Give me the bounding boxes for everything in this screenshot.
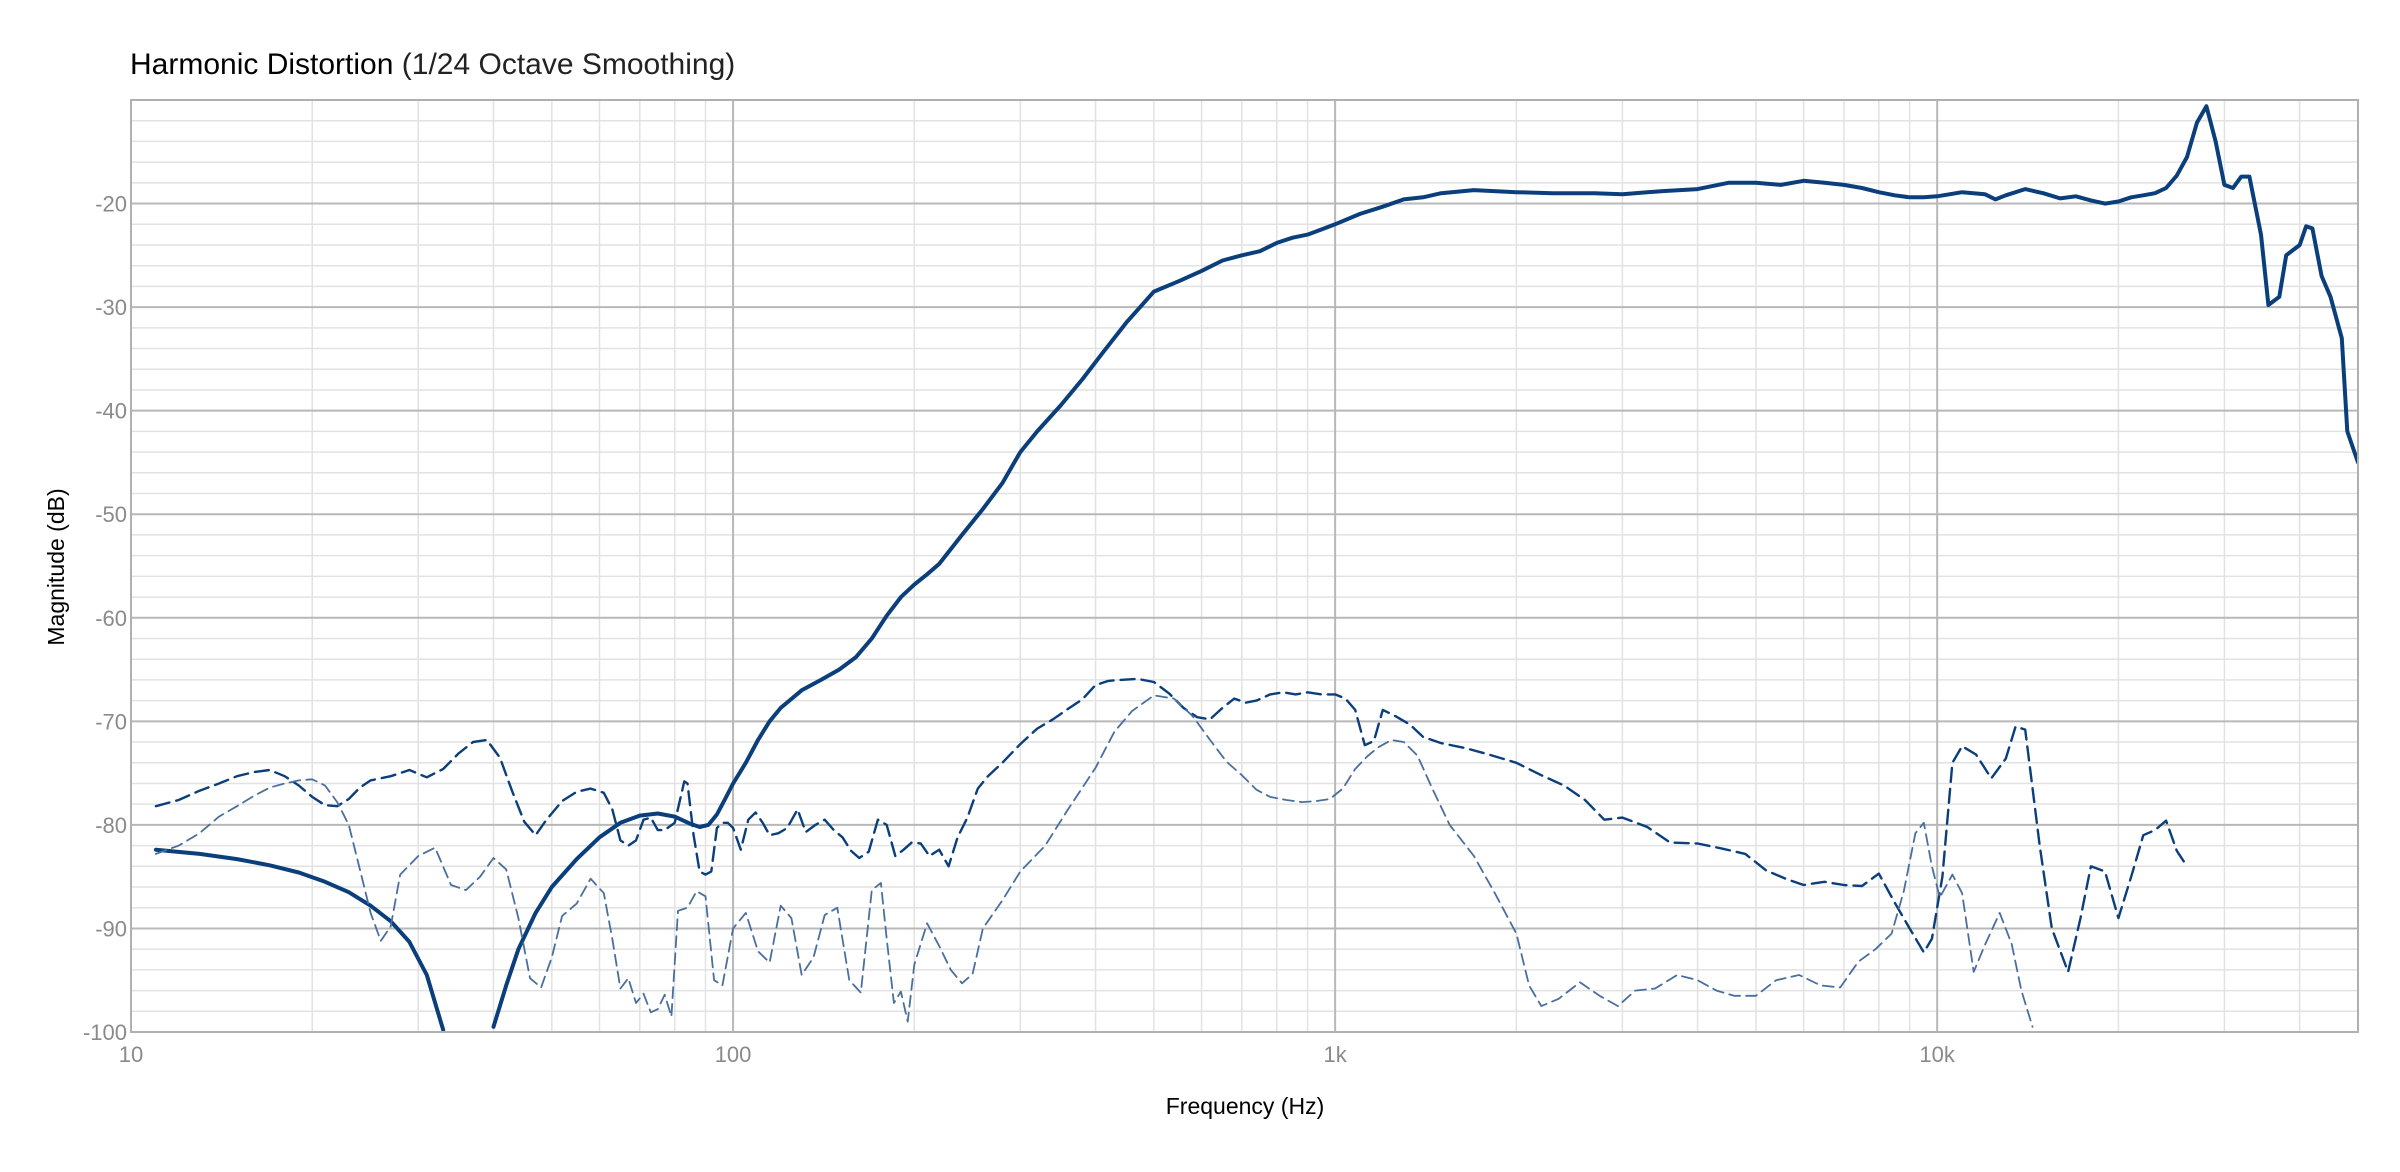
y-tick-labels: -20 -30 -40 -50 -60 -70 -80 -90 -100 (83, 192, 127, 1045)
y-tick-label: -20 (95, 192, 127, 217)
y-tick-label: -30 (95, 295, 127, 320)
x-tick-label: 100 (715, 1042, 752, 1067)
x-tick-label: 1k (1323, 1042, 1347, 1067)
y-tick-label: -70 (95, 709, 127, 734)
y-tick-label: -40 (95, 399, 127, 424)
y-tick-label: -100 (83, 1020, 127, 1045)
series-line-solid-thick-1 (491, 104, 2358, 1029)
y-tick-label: -90 (95, 916, 127, 941)
grid-layer (130, 99, 2359, 1033)
x-tick-label: 10 (119, 1042, 143, 1067)
series-line-dashed-light-0 (155, 694, 2034, 1028)
chart-title: Harmonic Distortion (1/24 Octave Smoothi… (130, 48, 735, 82)
y-tick-label: -50 (95, 502, 127, 527)
series-line-solid-thick-0 (153, 847, 446, 1032)
x-tick-labels: 10 100 1k 10k (119, 1042, 1956, 1067)
chart-subtitle: (1/24 Octave Smoothing) (401, 48, 736, 81)
y-tick-label: -80 (95, 813, 127, 838)
series-line-dashed-dark-0 (154, 677, 2189, 974)
x-tick-label: 10k (1919, 1042, 1955, 1067)
x-axis-title: Frequency (Hz) (1166, 1093, 1324, 1119)
y-tick-label: -60 (95, 606, 127, 631)
plot-frame (130, 99, 2359, 1033)
chart-title-main: Harmonic Distortion (130, 48, 394, 81)
y-axis-title: Magnitude (dB) (43, 488, 69, 645)
series-layer (153, 104, 2358, 1032)
